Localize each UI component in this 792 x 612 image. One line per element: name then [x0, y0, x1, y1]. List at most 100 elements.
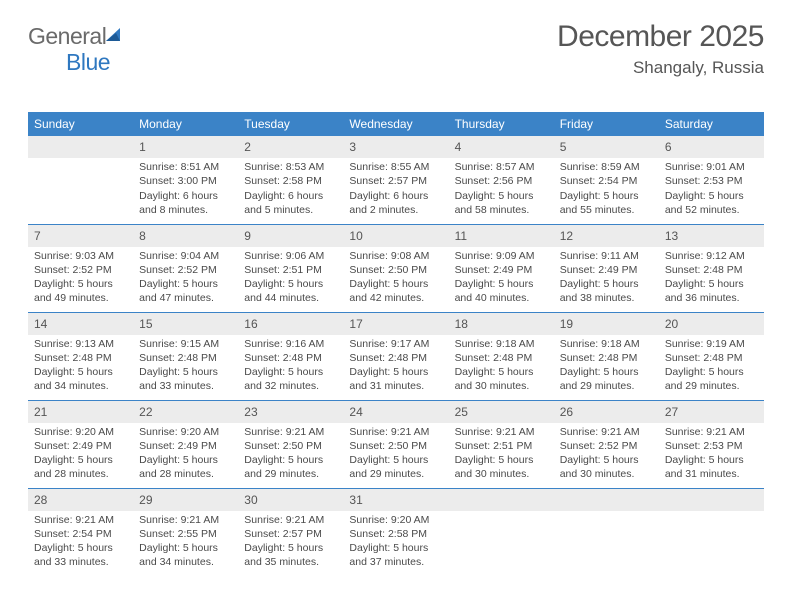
day-number: 6	[659, 136, 764, 158]
day-number: 18	[449, 313, 554, 335]
day-detail-line: Sunrise: 9:21 AM	[244, 513, 337, 527]
calendar-week-row: 14Sunrise: 9:13 AMSunset: 2:48 PMDayligh…	[28, 312, 764, 400]
day-details: Sunrise: 8:55 AMSunset: 2:57 PMDaylight:…	[343, 158, 448, 221]
day-detail-line: Daylight: 5 hours	[349, 541, 442, 555]
day-detail-line: Sunrise: 8:59 AM	[560, 160, 653, 174]
day-details: Sunrise: 9:21 AMSunset: 2:50 PMDaylight:…	[238, 423, 343, 486]
day-number: 20	[659, 313, 764, 335]
day-detail-line: and 44 minutes.	[244, 291, 337, 305]
calendar-day-cell: 5Sunrise: 8:59 AMSunset: 2:54 PMDaylight…	[554, 136, 659, 224]
calendar-day-cell: 20Sunrise: 9:19 AMSunset: 2:48 PMDayligh…	[659, 312, 764, 400]
day-number: 23	[238, 401, 343, 423]
day-detail-line: Sunrise: 9:13 AM	[34, 337, 127, 351]
day-details: Sunrise: 9:21 AMSunset: 2:52 PMDaylight:…	[554, 423, 659, 486]
day-detail-line: Sunrise: 9:11 AM	[560, 249, 653, 263]
calendar-day-cell: 22Sunrise: 9:20 AMSunset: 2:49 PMDayligh…	[133, 400, 238, 488]
day-detail-line: Daylight: 5 hours	[244, 453, 337, 467]
day-number: 15	[133, 313, 238, 335]
day-details: Sunrise: 9:12 AMSunset: 2:48 PMDaylight:…	[659, 247, 764, 310]
month-title: December 2025	[557, 20, 764, 54]
day-number: 28	[28, 489, 133, 511]
day-detail-line: Sunrise: 9:18 AM	[455, 337, 548, 351]
day-detail-line: and 35 minutes.	[244, 555, 337, 569]
day-details: Sunrise: 9:18 AMSunset: 2:48 PMDaylight:…	[449, 335, 554, 398]
calendar-day-cell: 9Sunrise: 9:06 AMSunset: 2:51 PMDaylight…	[238, 224, 343, 312]
day-details: Sunrise: 8:53 AMSunset: 2:58 PMDaylight:…	[238, 158, 343, 221]
day-detail-line: and 55 minutes.	[560, 203, 653, 217]
day-details: Sunrise: 9:17 AMSunset: 2:48 PMDaylight:…	[343, 335, 448, 398]
day-number: 29	[133, 489, 238, 511]
day-detail-line: Daylight: 5 hours	[139, 453, 232, 467]
day-detail-line: Daylight: 5 hours	[665, 277, 758, 291]
day-detail-line: Daylight: 5 hours	[34, 541, 127, 555]
day-number: 22	[133, 401, 238, 423]
day-detail-line: Sunset: 2:54 PM	[34, 527, 127, 541]
day-detail-line: Daylight: 5 hours	[560, 453, 653, 467]
calendar-day-cell	[449, 488, 554, 576]
day-detail-line: Daylight: 6 hours	[349, 189, 442, 203]
day-details: Sunrise: 8:57 AMSunset: 2:56 PMDaylight:…	[449, 158, 554, 221]
day-detail-line: Sunrise: 9:19 AM	[665, 337, 758, 351]
day-header: Tuesday	[238, 112, 343, 136]
day-number: 7	[28, 225, 133, 247]
day-detail-line: Sunset: 2:48 PM	[349, 351, 442, 365]
day-detail-line: Daylight: 5 hours	[139, 277, 232, 291]
day-number: 21	[28, 401, 133, 423]
day-detail-line: Sunrise: 8:51 AM	[139, 160, 232, 174]
day-number: 4	[449, 136, 554, 158]
day-detail-line: Sunset: 2:58 PM	[244, 174, 337, 188]
day-number: 24	[343, 401, 448, 423]
calendar-day-cell	[554, 488, 659, 576]
day-detail-line: and 29 minutes.	[665, 379, 758, 393]
day-details: Sunrise: 9:03 AMSunset: 2:52 PMDaylight:…	[28, 247, 133, 310]
day-detail-line: Sunrise: 9:12 AM	[665, 249, 758, 263]
calendar-day-cell: 2Sunrise: 8:53 AMSunset: 2:58 PMDaylight…	[238, 136, 343, 224]
day-header: Wednesday	[343, 112, 448, 136]
day-detail-line: Sunrise: 9:06 AM	[244, 249, 337, 263]
calendar-day-cell: 10Sunrise: 9:08 AMSunset: 2:50 PMDayligh…	[343, 224, 448, 312]
day-detail-line: Daylight: 5 hours	[34, 453, 127, 467]
day-detail-line: and 28 minutes.	[139, 467, 232, 481]
day-detail-line: Sunrise: 9:21 AM	[34, 513, 127, 527]
logo-word-general: General	[28, 23, 106, 49]
day-detail-line: and 5 minutes.	[244, 203, 337, 217]
day-details: Sunrise: 9:21 AMSunset: 2:55 PMDaylight:…	[133, 511, 238, 574]
day-number: 17	[343, 313, 448, 335]
day-detail-line: and 30 minutes.	[560, 467, 653, 481]
day-number: 3	[343, 136, 448, 158]
day-detail-line: Daylight: 5 hours	[665, 453, 758, 467]
day-number: 8	[133, 225, 238, 247]
day-details: Sunrise: 9:16 AMSunset: 2:48 PMDaylight:…	[238, 335, 343, 398]
day-details: Sunrise: 9:20 AMSunset: 2:58 PMDaylight:…	[343, 511, 448, 574]
day-number: 13	[659, 225, 764, 247]
day-detail-line: and 37 minutes.	[349, 555, 442, 569]
day-details: Sunrise: 9:21 AMSunset: 2:50 PMDaylight:…	[343, 423, 448, 486]
day-number: 12	[554, 225, 659, 247]
day-detail-line: and 33 minutes.	[139, 379, 232, 393]
day-detail-line: Daylight: 5 hours	[560, 277, 653, 291]
day-detail-line: Daylight: 5 hours	[560, 189, 653, 203]
day-detail-line: Daylight: 5 hours	[455, 189, 548, 203]
day-number: 16	[238, 313, 343, 335]
day-number	[449, 489, 554, 511]
day-detail-line: and 36 minutes.	[665, 291, 758, 305]
day-detail-line: Sunset: 2:48 PM	[455, 351, 548, 365]
calendar-day-cell: 28 Sunrise: 9:21 AMSunset: 2:54 PMDayligh…	[28, 488, 133, 576]
day-detail-line: Daylight: 5 hours	[34, 277, 127, 291]
calendar-page: General December 2025 Shangaly, Russia G…	[0, 0, 792, 596]
day-details: Sunrise: 9:08 AMSunset: 2:50 PMDaylight:…	[343, 247, 448, 310]
day-details: Sunrise: 9:19 AMSunset: 2:48 PMDaylight:…	[659, 335, 764, 398]
day-detail-line: Sunset: 2:57 PM	[244, 527, 337, 541]
day-number: 25	[449, 401, 554, 423]
day-number: 1	[133, 136, 238, 158]
page-header: General December 2025 Shangaly, Russia	[28, 20, 764, 78]
day-detail-line: Sunset: 2:48 PM	[244, 351, 337, 365]
day-detail-line: Sunrise: 9:21 AM	[349, 425, 442, 439]
calendar-day-cell: 15Sunrise: 9:15 AMSunset: 2:48 PMDayligh…	[133, 312, 238, 400]
day-details	[28, 158, 133, 164]
day-detail-line: Sunset: 2:53 PM	[665, 174, 758, 188]
day-detail-line: Sunrise: 9:03 AM	[34, 249, 127, 263]
calendar-day-cell: 18Sunrise: 9:18 AMSunset: 2:48 PMDayligh…	[449, 312, 554, 400]
day-detail-line: Sunrise: 8:57 AM	[455, 160, 548, 174]
day-detail-line: and 34 minutes.	[139, 555, 232, 569]
